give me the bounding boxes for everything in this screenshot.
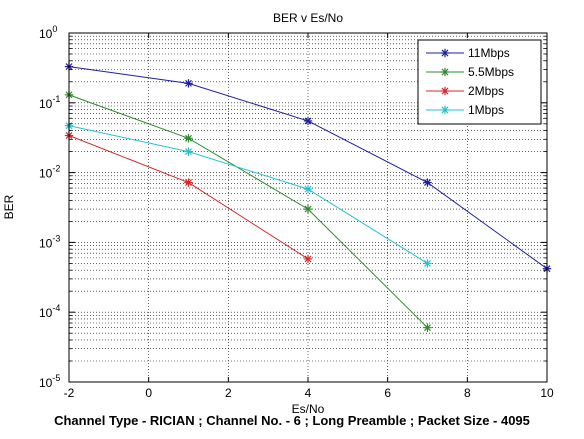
data-point-5.5Mbps (184, 134, 193, 143)
y-tick-label: 10-4 (39, 303, 60, 320)
legend-label: 1Mbps (468, 103, 504, 117)
data-point-1Mbps (184, 147, 193, 156)
y-tick-label: 10-1 (39, 94, 60, 111)
legend-label: 11Mbps (468, 46, 510, 60)
legend-marker (440, 48, 450, 58)
axis-ticks: -2 0 2 4 6 8 10 100 10-1 10-2 10-3 10-4 10-5 (39, 24, 554, 400)
series-line-5.5Mbps (68, 94, 428, 329)
x-tick-label: 0 (145, 386, 152, 400)
data-point-5.5Mbps (303, 204, 313, 214)
data-point-2Mbps (184, 178, 193, 187)
series-line-1Mbps (68, 125, 428, 264)
data-point-2Mbps (303, 254, 313, 264)
x-tick-label: -2 (64, 386, 75, 400)
x-axis-label: Es/No (292, 402, 325, 416)
legend-marker (440, 105, 450, 115)
y-tick-label: 100 (39, 24, 57, 41)
x-tick-label: 10 (540, 386, 554, 400)
x-tick-label: 4 (305, 386, 312, 400)
data-point-1Mbps (303, 184, 313, 194)
data-point-11Mbps (184, 79, 193, 88)
x-tick-label: 2 (225, 386, 232, 400)
data-point-11Mbps (423, 178, 432, 187)
x-tick-label: 6 (384, 386, 391, 400)
legend-marker (440, 86, 450, 96)
y-tick-label: 10-3 (39, 233, 60, 250)
data-point-1Mbps (423, 259, 432, 268)
data-point-11Mbps (303, 116, 313, 126)
data-point-5.5Mbps (423, 323, 432, 332)
series-layer (64, 62, 552, 332)
y-axis-label: BER (2, 194, 16, 219)
y-tick-label: 10-2 (39, 164, 60, 181)
legend-marker (440, 67, 450, 77)
legend-label: 2Mbps (468, 84, 504, 98)
y-tick-label: 10-5 (39, 373, 60, 390)
chart-caption: Channel Type - RICIAN ; Channel No. - 6 … (54, 413, 530, 428)
chart-title: BER v Es/No (273, 11, 343, 25)
x-tick-label: 8 (464, 386, 471, 400)
legend: 11Mbps 5.5Mbps 2Mbps 1Mbps (417, 39, 542, 125)
legend-label: 5.5Mbps (468, 65, 514, 79)
